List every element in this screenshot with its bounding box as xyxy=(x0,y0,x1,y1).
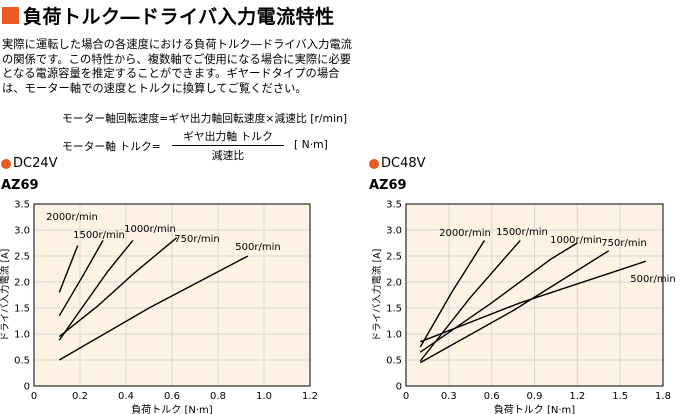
x-axis-label: 負荷トルク [N·m] xyxy=(494,404,575,414)
series-label: 500r/min xyxy=(630,274,675,285)
y-axis-label: ドライバ入力電流 [A] xyxy=(0,249,11,342)
plot-frame xyxy=(405,203,664,387)
series-line xyxy=(419,240,486,348)
y-tick-label: 1.5 xyxy=(14,304,30,315)
bullet-icon xyxy=(369,158,379,169)
x-tick-label: 0.6 xyxy=(484,391,500,402)
speed-formula: モーター軸回転速度=ギヤ出力軸回転速度×減速比 [r/min] xyxy=(62,112,348,125)
series-line xyxy=(58,237,178,338)
series-line xyxy=(58,255,249,361)
series-line xyxy=(58,239,134,341)
page-title: 負荷トルク―ドライバ入力電流特性 xyxy=(23,5,335,28)
y-tick-label: 3.0 xyxy=(14,226,30,237)
x-tick-label: 1.0 xyxy=(256,391,272,402)
x-tick-label: 1.2 xyxy=(569,391,585,402)
y-tick-label: 2.5 xyxy=(386,252,402,263)
y-tick-label: 0 xyxy=(24,382,30,393)
y-tick-label: 0.5 xyxy=(386,356,402,367)
x-tick-label: 0.6 xyxy=(164,391,180,402)
x-tick-label: 0.3 xyxy=(441,391,457,402)
series-line xyxy=(420,260,647,343)
x-tick-label: 1.8 xyxy=(655,391,671,402)
torque-formula-denominator: 減速比 xyxy=(211,149,245,162)
series-label: 1000r/min xyxy=(124,224,176,235)
y-tick-label: 1.5 xyxy=(386,304,402,315)
torque-formula-numerator: ギヤ出力軸 トルク xyxy=(172,128,284,146)
y-tick-label: 0 xyxy=(396,382,402,393)
x-tick-label: 0 xyxy=(403,391,409,402)
chart-model-dc24v: AZ69 xyxy=(1,178,39,193)
torque-formula-unit: [ N·m] xyxy=(294,138,328,151)
x-tick-label: 1.2 xyxy=(302,391,318,402)
y-tick-label: 0.5 xyxy=(14,356,30,367)
x-tick-label: 1.5 xyxy=(612,391,628,402)
y-tick-label: 1.0 xyxy=(386,330,402,341)
chart-dc48v: 0 0.3 0.6 0.9 1.2 1.5 1.8 0 0.5 1.0 1.5 2.0 2.5 3.0 3.… xyxy=(371,200,676,414)
series-label: 2000r/min xyxy=(439,228,491,239)
chart-dc24v: 0 0.2 0.4 0.6 0.8 1.0 1.2 0 0.5 1.0 1.5 2.0 2.5 3.0 3.… xyxy=(0,200,318,414)
intro-paragraph: 実際に運転した場合の各速度における負荷トルク―ドライバ入力電流の関係です。この特… xyxy=(2,38,352,95)
y-tick-label: 2.0 xyxy=(386,278,402,289)
series-label: 500r/min xyxy=(235,242,280,253)
title-marker-icon xyxy=(2,6,19,24)
chart-heading-label: DC48V xyxy=(381,156,426,171)
x-tick-label: 0 xyxy=(31,391,37,402)
x-tick-label: 0.2 xyxy=(72,391,88,402)
x-axis-label: 負荷トルク [N·m] xyxy=(131,404,212,414)
series-label: 2000r/min xyxy=(46,212,98,223)
x-tick-label: 0.4 xyxy=(118,391,134,402)
series-label: 1500r/min xyxy=(73,230,125,241)
bullet-icon xyxy=(1,158,11,169)
chart-heading-dc48v: DC48V xyxy=(369,156,426,171)
y-tick-label: 3.5 xyxy=(386,200,402,211)
y-tick-label: 2.5 xyxy=(14,252,30,263)
chart-model-dc48v: AZ69 xyxy=(369,178,407,193)
torque-formula-fraction: ギヤ出力軸 トルク 減速比 xyxy=(172,128,284,163)
series-line xyxy=(419,250,610,364)
plot-frame xyxy=(33,203,311,387)
series-label: 1000r/min xyxy=(550,235,602,246)
series-label: 750r/min xyxy=(601,238,646,249)
y-axis-label: ドライバ入力電流 [A] xyxy=(371,249,383,342)
y-tick-label: 3.0 xyxy=(386,226,402,237)
y-tick-label: 1.0 xyxy=(14,330,30,341)
series-label: 750r/min xyxy=(174,234,219,245)
series-line xyxy=(58,245,79,293)
page-header: 負荷トルク―ドライバ入力電流特性 xyxy=(0,2,335,28)
y-tick-label: 3.5 xyxy=(14,200,30,211)
series-label: 1500r/min xyxy=(496,227,548,238)
chart-heading-dc24v: DC24V xyxy=(1,156,58,171)
torque-formula-lhs: モーター軸 トルク= xyxy=(62,140,161,153)
chart-heading-label: DC24V xyxy=(13,156,58,171)
y-tick-label: 2.0 xyxy=(14,278,30,289)
x-tick-label: 0.8 xyxy=(210,391,226,402)
x-tick-label: 0.9 xyxy=(527,391,543,402)
series-line xyxy=(58,240,104,317)
